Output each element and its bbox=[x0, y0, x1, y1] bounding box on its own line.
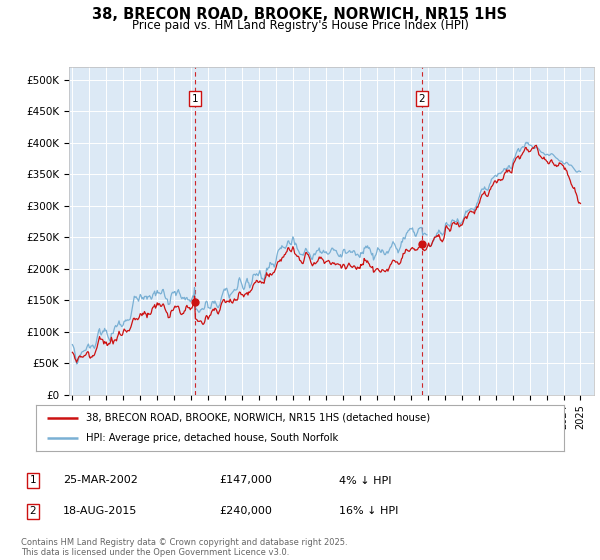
Text: 2: 2 bbox=[418, 94, 425, 104]
Text: Contains HM Land Registry data © Crown copyright and database right 2025.
This d: Contains HM Land Registry data © Crown c… bbox=[21, 538, 347, 557]
Text: £147,000: £147,000 bbox=[219, 475, 272, 486]
Text: 2: 2 bbox=[29, 506, 37, 516]
Text: Price paid vs. HM Land Registry's House Price Index (HPI): Price paid vs. HM Land Registry's House … bbox=[131, 19, 469, 32]
Text: 16% ↓ HPI: 16% ↓ HPI bbox=[339, 506, 398, 516]
Text: 38, BRECON ROAD, BROOKE, NORWICH, NR15 1HS: 38, BRECON ROAD, BROOKE, NORWICH, NR15 1… bbox=[92, 7, 508, 22]
Text: 18-AUG-2015: 18-AUG-2015 bbox=[63, 506, 137, 516]
Text: HPI: Average price, detached house, South Norfolk: HPI: Average price, detached house, Sout… bbox=[86, 433, 338, 444]
Text: 4% ↓ HPI: 4% ↓ HPI bbox=[339, 475, 391, 486]
Text: 38, BRECON ROAD, BROOKE, NORWICH, NR15 1HS (detached house): 38, BRECON ROAD, BROOKE, NORWICH, NR15 1… bbox=[86, 413, 430, 423]
Text: 1: 1 bbox=[29, 475, 37, 486]
Text: 25-MAR-2002: 25-MAR-2002 bbox=[63, 475, 138, 486]
Text: £240,000: £240,000 bbox=[219, 506, 272, 516]
Text: 1: 1 bbox=[191, 94, 198, 104]
